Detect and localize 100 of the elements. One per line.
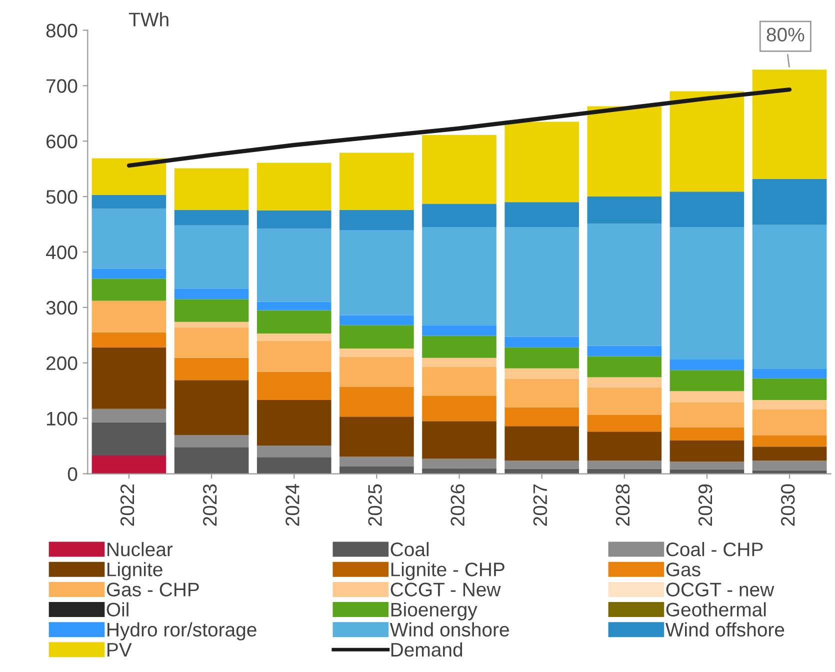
- bar: [587, 414, 662, 432]
- bar: [174, 327, 249, 358]
- bar: [340, 230, 414, 316]
- y-axis-title: TWh: [128, 12, 168, 26]
- bar: [92, 455, 166, 474]
- bar: [174, 210, 249, 226]
- bar: [174, 225, 249, 289]
- bar: [422, 458, 496, 468]
- x-tick-label: 2024: [286, 484, 300, 526]
- bar: [256, 210, 332, 229]
- legend-label: Wind offshore: [665, 622, 784, 637]
- bar: [92, 278, 166, 301]
- bar: [422, 421, 496, 459]
- bar: [340, 210, 414, 230]
- bar: [670, 370, 744, 392]
- bar: [670, 360, 744, 370]
- bar: [256, 310, 332, 334]
- x-tick-label: 2026: [450, 484, 464, 526]
- bar: [256, 445, 332, 458]
- bar: [504, 368, 579, 379]
- bar: [422, 227, 496, 326]
- bar: [752, 436, 827, 447]
- bar: [670, 462, 744, 470]
- legend-label: Coal - CHP: [666, 542, 763, 556]
- legend-label: Hydro ror/storage: [108, 622, 256, 640]
- bar: [340, 456, 414, 467]
- legend-label: OCGT - new: [666, 582, 774, 596]
- bar: [92, 422, 166, 456]
- bar: [92, 158, 166, 195]
- bar: [174, 168, 249, 210]
- bar: [340, 315, 414, 326]
- bar: [256, 400, 332, 446]
- bar: [752, 178, 827, 225]
- bar: [92, 332, 166, 348]
- legend-label: Gas - CHP: [106, 582, 199, 596]
- bar: [340, 416, 414, 457]
- bar: [670, 402, 744, 428]
- bar: [256, 333, 332, 341]
- bar: [256, 162, 332, 210]
- legend-label: CCGT - New: [390, 582, 501, 596]
- bar: [752, 224, 827, 369]
- legend-label: Lignite: [108, 562, 162, 580]
- x-tick-label: 2025: [368, 484, 382, 526]
- bar: [587, 224, 662, 346]
- bar: [340, 386, 414, 417]
- y-tick-label: 600: [46, 134, 78, 148]
- bar: [587, 460, 662, 469]
- y-tick-label: 500: [46, 190, 78, 204]
- bar: [174, 299, 249, 322]
- x-tick-label: 2027: [533, 484, 548, 526]
- bar: [587, 432, 662, 460]
- bar: [256, 228, 332, 302]
- bar: [670, 391, 744, 402]
- y-tick-label: 700: [46, 79, 78, 93]
- bar: [504, 227, 579, 337]
- bar: [587, 356, 662, 378]
- bar: [422, 135, 496, 204]
- bar: [422, 204, 496, 228]
- bar: [422, 468, 496, 474]
- y-tick-label: 300: [46, 300, 78, 315]
- legend-label: Wind onshore: [390, 622, 509, 637]
- bar: [587, 106, 662, 197]
- y-tick-label: 800: [46, 24, 78, 38]
- bar: [92, 268, 166, 279]
- bar: [340, 348, 414, 357]
- bar: [422, 366, 496, 396]
- legend-label: Lignite - CHP: [391, 562, 504, 580]
- bar: [752, 70, 827, 179]
- bar: [422, 396, 496, 422]
- legend-label: Geothermal: [666, 602, 766, 617]
- bar: [422, 325, 496, 336]
- annotation: 80%: [766, 28, 804, 42]
- bar: [92, 208, 166, 269]
- bar: [752, 368, 827, 378]
- bar: [174, 447, 249, 474]
- bar: [256, 340, 332, 372]
- bar: [670, 440, 744, 462]
- bar: [752, 400, 827, 410]
- bar: [174, 288, 249, 300]
- bar: [174, 358, 249, 380]
- bar: [587, 196, 662, 224]
- bar: [504, 202, 579, 228]
- legend-label: Demand: [391, 642, 462, 657]
- bar: [752, 378, 827, 400]
- bar: [256, 372, 332, 400]
- y-tick-label: 100: [46, 412, 78, 426]
- bar: [174, 322, 249, 328]
- x-tick-label: 2028: [616, 484, 630, 526]
- bar: [752, 446, 827, 460]
- y-tick-label: 200: [46, 356, 78, 370]
- legend-label: Coal: [390, 542, 429, 556]
- bar: [504, 336, 579, 348]
- bar: [422, 336, 496, 358]
- bar: [504, 426, 579, 460]
- bar: [587, 346, 662, 356]
- bar: [752, 460, 827, 470]
- bar: [340, 466, 414, 474]
- bar: [256, 457, 332, 474]
- bar: [340, 325, 414, 348]
- bar: [504, 407, 579, 426]
